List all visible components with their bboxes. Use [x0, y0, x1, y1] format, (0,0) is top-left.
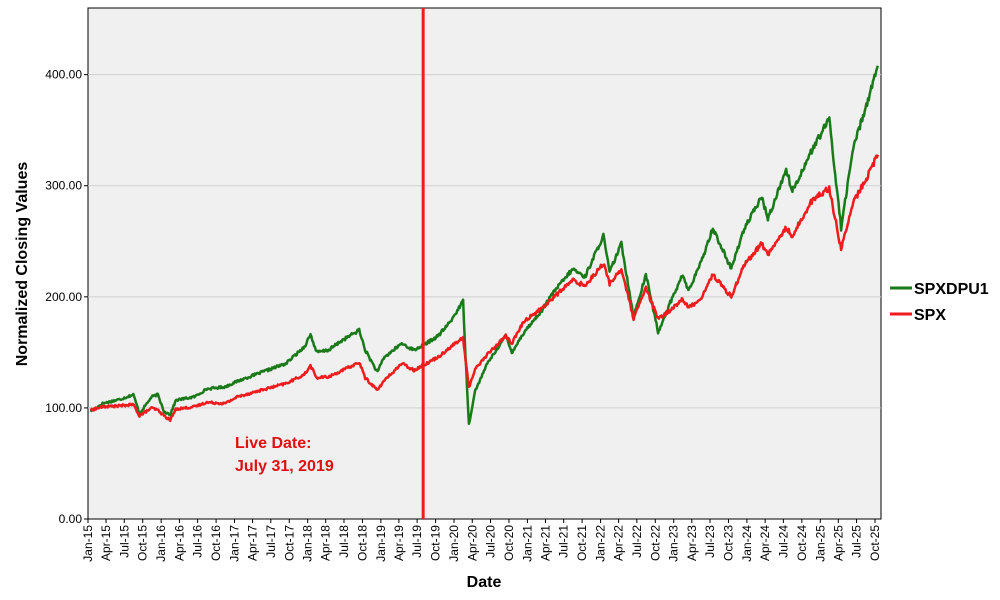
x-tick-label: Jan-22	[594, 525, 608, 562]
x-tick-label: Oct-17	[282, 525, 296, 561]
x-tick-label: Jul-19	[410, 525, 424, 558]
x-tick-label: Jul-16	[191, 525, 205, 558]
x-tick-label: Oct-22	[648, 525, 662, 561]
x-tick-label: Jan-23	[667, 525, 681, 562]
x-tick-label: Jul-20	[484, 525, 498, 558]
x-tick-label: Jul-17	[264, 525, 278, 558]
x-tick-label: Apr-16	[172, 525, 186, 561]
x-tick-label: Jul-23	[703, 525, 717, 558]
annotation-line-2: July 31, 2019	[235, 458, 334, 475]
series-layer	[89, 65, 880, 426]
x-tick-label: Jul-18	[337, 525, 351, 558]
series-line-spxdpu1	[89, 65, 879, 426]
x-tick-label: Oct-21	[575, 525, 589, 561]
y-tick-label: 100.00	[45, 401, 82, 415]
x-tick-label: Jan-20	[447, 525, 461, 562]
x-tick-label: Jul-25	[850, 525, 864, 558]
x-tick-label: Apr-24	[758, 525, 772, 561]
legend-label-spxdpu1: SPXDPU1	[914, 281, 989, 298]
plot-area	[87, 7, 882, 520]
legend-label-spx: SPX	[914, 307, 946, 324]
x-tick-label: Oct-20	[502, 525, 516, 561]
x-tick-label: Jan-19	[374, 525, 388, 562]
annotation-line-1: Live Date:	[235, 435, 311, 452]
x-tick-label: Jan-24	[740, 525, 754, 562]
y-tick-label: 300.00	[45, 179, 82, 193]
x-tick-label: Jul-22	[630, 525, 644, 558]
x-tick-label: Oct-19	[429, 525, 443, 561]
x-axis-ticks: Jan-15 Apr-15 Jul-15 Oct-15 Jan-16 Apr-16 Jul-…	[81, 519, 882, 562]
x-tick-label: Jan-25	[813, 525, 827, 562]
x-tick-label: Jul-15	[117, 525, 131, 558]
x-tick-label: Apr-20	[465, 525, 479, 561]
y-tick-label: 200.00	[45, 290, 82, 304]
x-tick-label: Jan-18	[301, 525, 315, 562]
legend: SPXDPU1 SPX	[890, 281, 989, 324]
x-tick-label: Oct-23	[721, 525, 735, 561]
x-tick-label: Apr-25	[831, 525, 845, 561]
x-tick-label: Jan-17	[228, 525, 242, 562]
x-tick-label: Apr-23	[685, 525, 699, 561]
gridlines	[88, 74, 881, 409]
x-tick-label: Oct-16	[209, 525, 223, 561]
x-tick-label: Apr-19	[392, 525, 406, 561]
x-tick-label: Apr-22	[612, 525, 626, 561]
x-tick-label: Apr-15	[99, 525, 113, 561]
x-tick-label: Jul-24	[776, 525, 790, 558]
y-tick-label: 400.00	[45, 68, 82, 82]
x-tick-label: Jul-21	[557, 525, 571, 558]
y-axis-title: Normalized Closing Values	[14, 162, 31, 367]
series-line-spx	[89, 154, 880, 423]
y-tick-label: 0.00	[59, 512, 83, 526]
x-tick-label: Jan-15	[81, 525, 95, 562]
x-tick-label: Oct-18	[355, 525, 369, 561]
x-tick-label: Jan-21	[520, 525, 534, 562]
x-tick-label: Jan-16	[154, 525, 168, 562]
x-tick-label: Apr-18	[319, 525, 333, 561]
y-axis-ticks: 0.00 100.00 200.00 300.00 400.00	[45, 68, 88, 526]
x-tick-label: Apr-21	[538, 525, 552, 561]
x-tick-label: Apr-17	[246, 525, 260, 561]
x-tick-label: Oct-15	[136, 525, 150, 561]
x-tick-label: Oct-24	[795, 525, 809, 561]
x-axis-title: Date	[467, 574, 502, 591]
x-tick-label: Oct-25	[868, 525, 882, 561]
